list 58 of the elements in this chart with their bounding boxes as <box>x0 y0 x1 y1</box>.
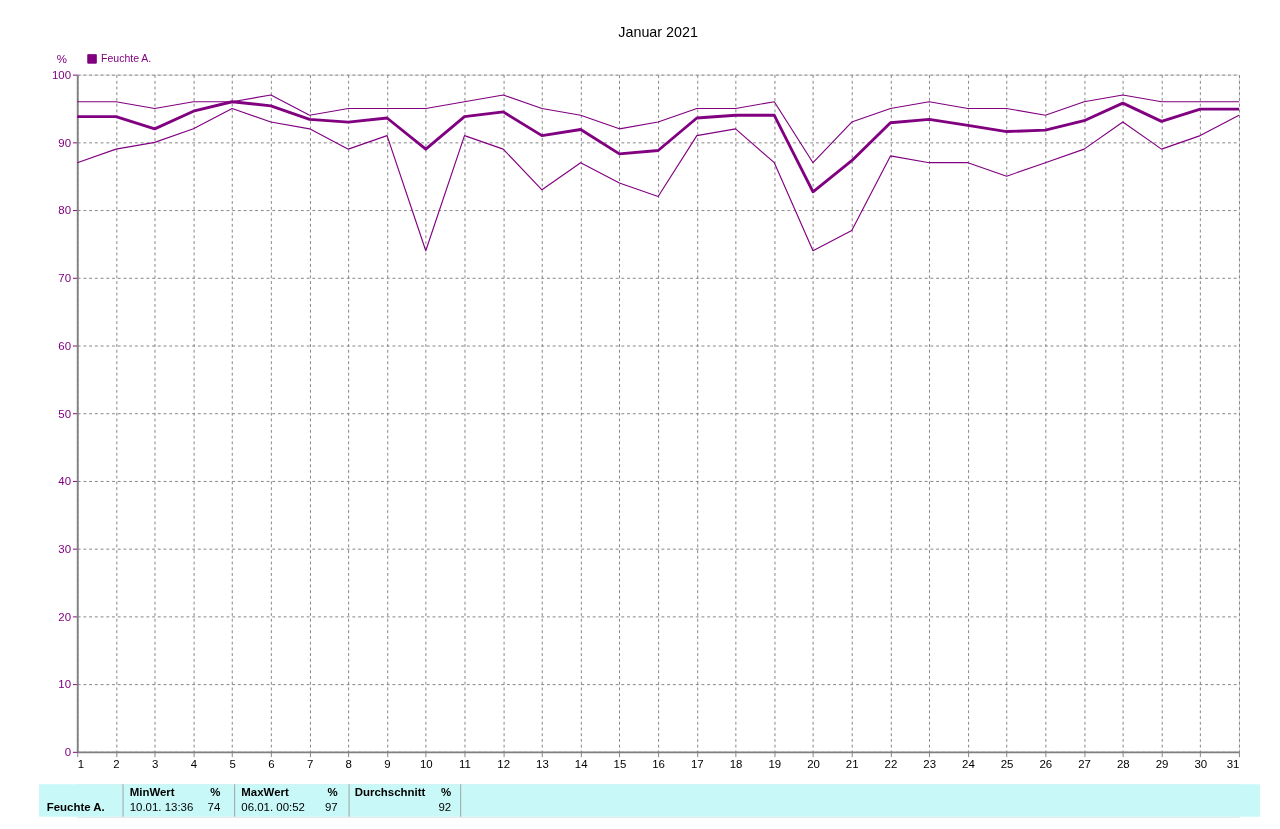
x-tick-label: 4 <box>190 757 198 770</box>
x-tick-label: 22 <box>884 757 898 770</box>
y-tick-label: 50 <box>58 407 72 420</box>
legend-label: Feuchte A. <box>101 52 152 64</box>
x-tick-label: 18 <box>729 757 743 770</box>
text: MaxWert <box>241 785 289 798</box>
x-tick-label: 27 <box>1078 757 1091 770</box>
x-tick-label: 28 <box>1116 757 1130 770</box>
text: 92 <box>438 800 452 813</box>
text: 10.01. 13:36 <box>129 800 194 813</box>
text: 97 <box>324 800 338 813</box>
x-tick-label: 13 <box>536 757 549 770</box>
x-tick-label: 12 <box>497 757 511 770</box>
chart-title: Januar 2021 <box>618 23 698 40</box>
x-tick-label: 29 <box>1155 757 1169 770</box>
text: % <box>210 785 221 798</box>
x-tick-label: 14 <box>574 757 589 770</box>
x-tick-label: 6 <box>268 757 275 770</box>
x-tick-label: 9 <box>384 757 391 770</box>
x-tick-label: 21 <box>845 757 859 770</box>
x-tick-label: 17 <box>690 757 704 770</box>
x-tick-label: 1 <box>77 757 85 770</box>
x-tick-label: 19 <box>768 757 782 770</box>
x-tick-label: 8 <box>345 757 352 770</box>
x-tick-label: 25 <box>1000 757 1014 770</box>
x-tick-label: 23 <box>923 757 937 770</box>
text: % <box>327 785 338 798</box>
y-tick-label: 100 <box>51 68 72 81</box>
text: MinWert <box>129 785 175 798</box>
y-tick-label: 0 <box>64 746 72 759</box>
x-tick-label: 3 <box>152 757 159 770</box>
x-tick-label: 10 <box>419 757 433 770</box>
x-tick-label: 5 <box>229 757 236 770</box>
text: Durchschnitt <box>354 785 426 798</box>
x-tick-label: 16 <box>652 757 665 770</box>
line-series <box>76 107 1240 252</box>
text: % <box>440 785 452 798</box>
text: 74 <box>207 800 221 813</box>
y-tick-label: 40 <box>58 475 72 488</box>
y-tick-label: 60 <box>58 339 72 352</box>
y-tick-label: 20 <box>58 610 72 623</box>
text: Feuchte A. <box>46 800 105 813</box>
x-tick-label: 24 <box>962 757 976 770</box>
x-tick-label: 31 <box>1226 757 1240 770</box>
x-tick-label: 2 <box>113 757 120 770</box>
text: 06.01. 00:52 <box>241 800 305 813</box>
y-tick-label: 10 <box>58 678 72 691</box>
y-axis-title: % <box>56 52 67 65</box>
y-tick-label: 30 <box>58 542 72 555</box>
y-tick-label: 70 <box>58 272 72 285</box>
x-tick-label: 26 <box>1039 757 1053 770</box>
x-tick-label: 30 <box>1194 757 1208 770</box>
y-tick-label: 90 <box>58 136 72 149</box>
y-tick-label: 80 <box>58 204 72 217</box>
x-tick-label: 20 <box>807 757 820 770</box>
x-tick-label: 11 <box>459 757 471 770</box>
x-tick-label: 15 <box>613 757 627 770</box>
x-tick-label: 7 <box>306 757 314 770</box>
